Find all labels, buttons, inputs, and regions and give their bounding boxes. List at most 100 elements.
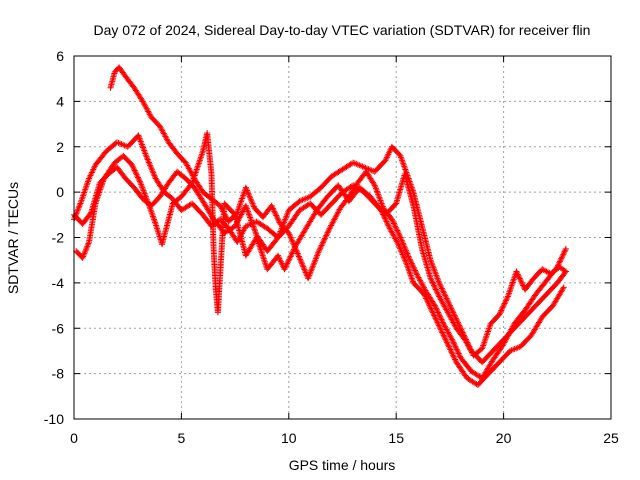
y-tick-label: 0 — [56, 184, 64, 200]
data-point-marker — [287, 253, 294, 260]
data-point-marker — [291, 243, 298, 250]
data-point-marker — [74, 207, 81, 214]
data-point-marker — [518, 278, 525, 285]
data-point-marker — [260, 254, 267, 261]
data-point-marker — [249, 220, 256, 227]
data-point-marker — [560, 251, 567, 258]
data-point-marker — [130, 166, 137, 173]
data-point-marker — [432, 286, 439, 293]
data-point-marker — [403, 249, 410, 256]
data-point-marker — [454, 347, 461, 354]
data-point-marker — [439, 330, 446, 337]
data-point-marker — [73, 209, 80, 216]
data-point-marker — [441, 291, 448, 298]
data-point-marker — [451, 342, 458, 349]
data-point-marker — [383, 218, 390, 225]
data-point-marker — [144, 155, 151, 162]
data-point-marker — [445, 342, 452, 349]
data-point-marker — [285, 257, 292, 264]
data-point-marker — [399, 238, 406, 245]
x-tick-label: 15 — [388, 430, 404, 446]
data-point-marker — [437, 326, 444, 333]
data-point-marker — [76, 203, 83, 210]
data-point-marker — [275, 218, 282, 225]
data-point-marker — [390, 220, 397, 227]
data-point-marker — [434, 319, 441, 326]
data-point-marker — [292, 246, 299, 253]
data-point-marker — [322, 233, 329, 240]
x-tick-labels: 0 5 10 15 20 25 — [70, 430, 619, 446]
data-point-marker — [557, 257, 564, 264]
data-point-marker — [258, 249, 265, 256]
data-point-marker — [441, 333, 448, 340]
data-point-marker — [290, 241, 297, 248]
data-point-marker — [435, 310, 442, 317]
data-point-marker — [407, 257, 414, 264]
data-point-marker — [321, 235, 328, 242]
data-point-marker — [452, 315, 459, 322]
data-point-marker — [401, 255, 408, 262]
data-point-marker — [513, 268, 520, 275]
data-point-marker — [401, 243, 408, 250]
data-point-marker — [129, 163, 136, 170]
data-point-marker — [323, 231, 330, 238]
data-point-marker — [199, 149, 206, 156]
data-point-marker — [148, 165, 155, 172]
data-point-marker — [242, 184, 249, 191]
data-point-marker — [427, 275, 434, 282]
data-point-marker — [247, 194, 254, 201]
data-point-marker — [243, 205, 250, 212]
data-point-marker — [132, 170, 139, 177]
data-point-marker — [404, 250, 411, 257]
data-point-marker — [323, 232, 330, 239]
data-point-marker — [297, 257, 304, 264]
data-point-marker — [504, 294, 511, 301]
data-point-marker — [448, 335, 455, 342]
data-point-marker — [446, 302, 453, 309]
data-point-marker — [516, 274, 523, 281]
data-point-marker — [439, 286, 446, 293]
data-point-marker — [145, 159, 152, 166]
data-point-marker — [451, 355, 458, 362]
data-point-marker — [444, 296, 451, 303]
data-point-marker — [502, 297, 509, 304]
data-point-marker — [454, 349, 461, 356]
data-point-marker — [271, 208, 278, 215]
data-point-marker — [288, 252, 295, 259]
data-point-marker — [136, 177, 143, 184]
data-point-marker — [429, 309, 436, 316]
data-point-marker — [288, 235, 295, 242]
data-point-marker — [446, 345, 453, 352]
data-point-marker — [440, 288, 447, 295]
data-point-marker — [405, 253, 412, 260]
data-point-marker — [246, 211, 253, 218]
data-point-marker — [395, 241, 402, 248]
data-point-marker — [436, 323, 443, 330]
data-point-marker — [384, 221, 391, 228]
data-point-marker — [284, 260, 291, 267]
data-point-marker — [294, 249, 301, 256]
data-point-marker — [288, 250, 295, 257]
data-point-marker — [449, 336, 456, 343]
data-point-marker — [562, 245, 569, 252]
data-point-marker — [446, 301, 453, 308]
data-point-marker — [295, 253, 302, 260]
y-tick-label: -4 — [52, 275, 65, 291]
data-point-marker — [395, 230, 402, 237]
data-point-marker — [425, 301, 432, 308]
data-point-marker — [382, 217, 389, 224]
data-point-marker — [396, 231, 403, 238]
data-point-marker — [396, 233, 403, 240]
data-point-marker — [434, 289, 441, 296]
data-point-marker — [431, 312, 438, 319]
data-point-marker — [243, 186, 250, 193]
data-point-marker — [288, 237, 295, 244]
data-point-marker — [294, 250, 301, 257]
data-point-marker — [501, 300, 508, 307]
data-point-marker — [392, 223, 399, 230]
x-tick-label: 5 — [178, 430, 186, 446]
data-point-marker — [144, 156, 151, 163]
data-point-marker — [135, 175, 142, 182]
data-point-marker — [430, 280, 437, 287]
data-point-marker — [149, 168, 156, 175]
